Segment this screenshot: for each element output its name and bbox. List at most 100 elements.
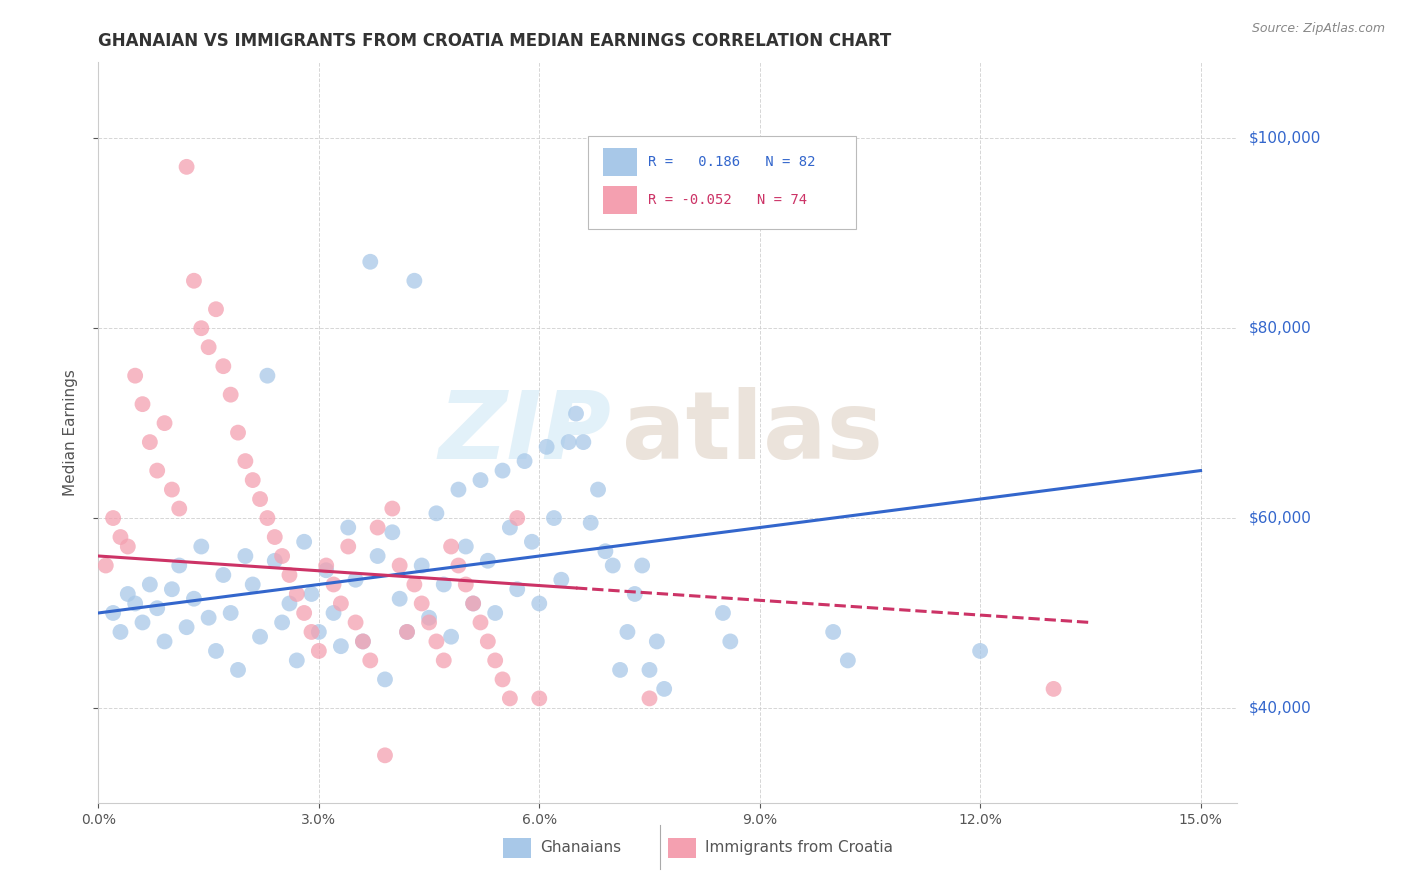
- Point: [440, 630, 463, 644]
- Point: [440, 540, 463, 554]
- Point: [308, 624, 330, 639]
- Point: [101, 511, 124, 525]
- Point: [271, 549, 294, 563]
- Point: [454, 577, 477, 591]
- Point: [433, 577, 456, 591]
- Point: [631, 558, 654, 573]
- Point: [131, 615, 153, 630]
- Point: [322, 577, 344, 591]
- Point: [609, 663, 631, 677]
- Text: atlas: atlas: [623, 386, 883, 479]
- Point: [337, 540, 360, 554]
- FancyBboxPatch shape: [603, 186, 637, 214]
- Point: [263, 554, 285, 568]
- Point: [329, 597, 352, 611]
- Point: [388, 558, 411, 573]
- Point: [388, 591, 411, 606]
- Point: [602, 558, 624, 573]
- FancyBboxPatch shape: [588, 136, 856, 229]
- Text: Source: ZipAtlas.com: Source: ZipAtlas.com: [1251, 22, 1385, 36]
- Y-axis label: Median Earnings: Median Earnings: [63, 369, 77, 496]
- Point: [520, 534, 543, 549]
- Point: [718, 634, 741, 648]
- Point: [367, 549, 389, 563]
- FancyBboxPatch shape: [603, 147, 637, 176]
- Point: [367, 520, 389, 534]
- Point: [513, 454, 536, 468]
- Text: ZIP: ZIP: [439, 386, 612, 479]
- Point: [572, 435, 595, 450]
- Point: [292, 534, 315, 549]
- Point: [359, 653, 381, 667]
- Point: [315, 558, 337, 573]
- Point: [425, 634, 447, 648]
- Point: [153, 416, 176, 430]
- Point: [543, 511, 565, 525]
- Point: [219, 606, 242, 620]
- Point: [183, 591, 205, 606]
- Point: [352, 634, 374, 648]
- Point: [124, 597, 146, 611]
- Point: [638, 691, 661, 706]
- Point: [212, 568, 235, 582]
- Point: [263, 530, 285, 544]
- Point: [586, 483, 609, 497]
- Text: R =   0.186   N = 82: R = 0.186 N = 82: [648, 154, 815, 169]
- Point: [146, 601, 169, 615]
- Point: [256, 511, 278, 525]
- Point: [529, 597, 551, 611]
- Point: [470, 615, 492, 630]
- Point: [404, 577, 426, 591]
- Point: [499, 520, 522, 534]
- FancyBboxPatch shape: [503, 838, 531, 858]
- Point: [565, 407, 588, 421]
- Point: [110, 624, 132, 639]
- Point: [395, 624, 418, 639]
- Point: [278, 568, 301, 582]
- Point: [374, 673, 396, 687]
- Point: [463, 597, 485, 611]
- FancyBboxPatch shape: [668, 838, 696, 858]
- Point: [484, 653, 506, 667]
- Point: [94, 558, 117, 573]
- Point: [477, 634, 499, 648]
- Point: [322, 606, 344, 620]
- Text: $40,000: $40,000: [1249, 700, 1312, 715]
- Point: [418, 615, 440, 630]
- Point: [301, 624, 323, 639]
- Point: [153, 634, 176, 648]
- Point: [117, 540, 139, 554]
- Point: [235, 549, 257, 563]
- Point: [506, 511, 529, 525]
- Point: [595, 544, 617, 558]
- Point: [146, 464, 169, 478]
- Point: [337, 520, 360, 534]
- Point: [352, 634, 374, 648]
- Text: GHANAIAN VS IMMIGRANTS FROM CROATIA MEDIAN EARNINGS CORRELATION CHART: GHANAIAN VS IMMIGRANTS FROM CROATIA MEDI…: [98, 32, 891, 50]
- Point: [110, 530, 132, 544]
- Point: [160, 582, 183, 597]
- Point: [381, 501, 404, 516]
- Point: [235, 454, 257, 468]
- Point: [205, 302, 228, 317]
- Point: [139, 577, 162, 591]
- Point: [271, 615, 294, 630]
- Point: [499, 691, 522, 706]
- Point: [285, 653, 308, 667]
- Point: [425, 506, 447, 520]
- Point: [359, 254, 381, 268]
- Text: Ghanaians: Ghanaians: [540, 840, 621, 855]
- Point: [212, 359, 235, 374]
- Point: [219, 387, 242, 401]
- Point: [242, 473, 264, 487]
- Point: [139, 435, 162, 450]
- Point: [536, 440, 558, 454]
- Point: [484, 606, 506, 620]
- Point: [278, 597, 301, 611]
- Point: [205, 644, 228, 658]
- Point: [404, 274, 426, 288]
- Point: [837, 653, 859, 667]
- Point: [344, 615, 367, 630]
- Point: [131, 397, 153, 411]
- Point: [454, 540, 477, 554]
